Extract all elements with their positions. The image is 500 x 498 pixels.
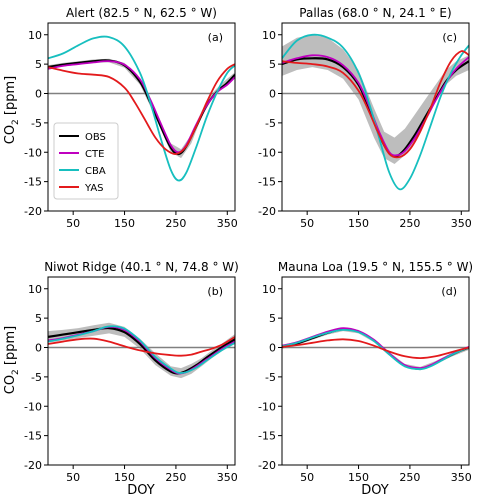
x-tick-label: 350 (451, 471, 472, 484)
panel-label: (a) (208, 31, 223, 44)
x-tick-label: 150 (348, 471, 369, 484)
y-tick-label: -15 (24, 430, 42, 443)
series-line-yas (48, 63, 235, 155)
x-tick-label: 350 (217, 471, 238, 484)
panel-title: Alert (82.5 ° N, 62.5 ° W) (66, 6, 217, 20)
plot-area (48, 35, 235, 182)
series-line-yas (282, 50, 469, 159)
y-tick-label: -10 (258, 146, 276, 159)
series-line-cba (282, 33, 469, 191)
panel-label: (b) (207, 285, 223, 298)
y-tick-label: -5 (31, 371, 42, 384)
y-tick-label: 0 (269, 342, 276, 355)
y-tick-label: 5 (269, 312, 276, 325)
chart-panel-2: -20 -15 -10 -5 0 5 10 50 150 250 350 Pallas (68.0 °… (258, 6, 472, 230)
x-tick-label: 350 (217, 217, 238, 230)
y-axis-label-top: CO2 [ppm] (3, 76, 21, 145)
chart-panel-1: -20 -15 -10 -5 0 5 10 50 150 250 350 Alert (82.5 ° … (24, 6, 238, 230)
y-axis-label-bottom-subscript: 2 (11, 369, 21, 375)
y-tick-label: 5 (35, 312, 42, 325)
x-axis-label-left: DOY (127, 483, 155, 498)
plot-area (282, 327, 469, 371)
series-line-obs (282, 328, 469, 370)
y-tick-label: 10 (262, 29, 276, 42)
y-tick-label: -10 (258, 400, 276, 413)
legend-label-yas: YAS (84, 183, 104, 194)
y-tick-label: 0 (35, 342, 42, 355)
y-tick-label: 5 (269, 58, 276, 71)
y-tick-label: -20 (258, 459, 276, 472)
panel-title: Pallas (68.0 ° N, 24.1 ° E) (299, 6, 451, 20)
plot-frame (47, 22, 236, 212)
x-tick-label: 250 (165, 217, 186, 230)
series-line-yas (282, 338, 469, 360)
y-axis-label-bottom-unit: [ppm] (3, 326, 18, 369)
y-axis-label-bottom: CO2 [ppm] (3, 326, 21, 395)
legend-box (53, 122, 119, 200)
y-axis-label-top-subscript: 2 (11, 119, 21, 125)
plot-area (48, 322, 235, 379)
x-tick-label: 50 (66, 217, 80, 230)
y-tick-label: -15 (258, 176, 276, 189)
obs-spread-band (282, 34, 469, 164)
legend-label-cba: CBA (85, 166, 106, 177)
y-tick-label: -15 (24, 176, 42, 189)
chart-panel-3: -20 -15 -10 -5 0 5 10 50 150 250 350 Niwot Ridge (4… (24, 260, 239, 484)
y-tick-label: -20 (24, 205, 42, 218)
y-tick-label: -10 (24, 146, 42, 159)
plot-frame (281, 22, 470, 212)
y-tick-label: 10 (28, 283, 42, 296)
plot-area (282, 33, 469, 191)
panel-title: Mauna Loa (19.5 ° N, 155.5 ° W) (278, 260, 473, 274)
chart-panel-4: -20 -15 -10 -5 0 5 10 50 150 250 350 Mauna Loa (19.… (258, 260, 473, 484)
x-tick-label: 150 (348, 217, 369, 230)
y-tick-label: 0 (35, 88, 42, 101)
x-tick-label: 250 (165, 471, 186, 484)
y-tick-label: 10 (262, 283, 276, 296)
x-tick-label: 50 (66, 471, 80, 484)
x-tick-label: 150 (114, 217, 135, 230)
y-tick-label: -5 (265, 117, 276, 130)
x-tick-label: 50 (300, 471, 314, 484)
series-line-obs (48, 326, 235, 375)
y-tick-label: -10 (24, 400, 42, 413)
series-line-cba (48, 35, 235, 182)
y-tick-label: 10 (28, 29, 42, 42)
y-tick-label: -5 (265, 371, 276, 384)
y-axis-label-top-unit: [ppm] (3, 76, 18, 119)
obs-spread-band (282, 327, 469, 371)
panel-label: (c) (442, 31, 457, 44)
y-tick-label: -20 (24, 459, 42, 472)
y-tick-label: 5 (35, 58, 42, 71)
x-tick-label: 150 (114, 471, 135, 484)
series-line-cba (282, 328, 469, 371)
y-tick-label: -15 (258, 430, 276, 443)
legend-label-obs: OBS (85, 132, 106, 143)
panel-title: Niwot Ridge (40.1 ° N, 74.8 ° W) (44, 260, 239, 274)
y-tick-label: -5 (31, 117, 42, 130)
plot-frame (281, 276, 470, 466)
legend-label-cte: CTE (85, 149, 104, 160)
series-line-cte (282, 54, 469, 157)
series-line-obs (282, 57, 469, 158)
x-axis-label-right: DOY (361, 483, 389, 498)
series-line-cba (48, 325, 235, 375)
plot-frame (47, 276, 236, 466)
x-tick-label: 250 (399, 217, 420, 230)
x-tick-label: 350 (451, 217, 472, 230)
panel-label: (d) (441, 285, 457, 298)
x-tick-label: 250 (399, 471, 420, 484)
series-line-cte (48, 60, 235, 154)
y-tick-label: 0 (269, 88, 276, 101)
x-tick-label: 50 (300, 217, 314, 230)
series-line-yas (48, 336, 235, 357)
legend: OBS CTE CBA YAS (53, 122, 119, 200)
y-tick-label: -20 (258, 205, 276, 218)
